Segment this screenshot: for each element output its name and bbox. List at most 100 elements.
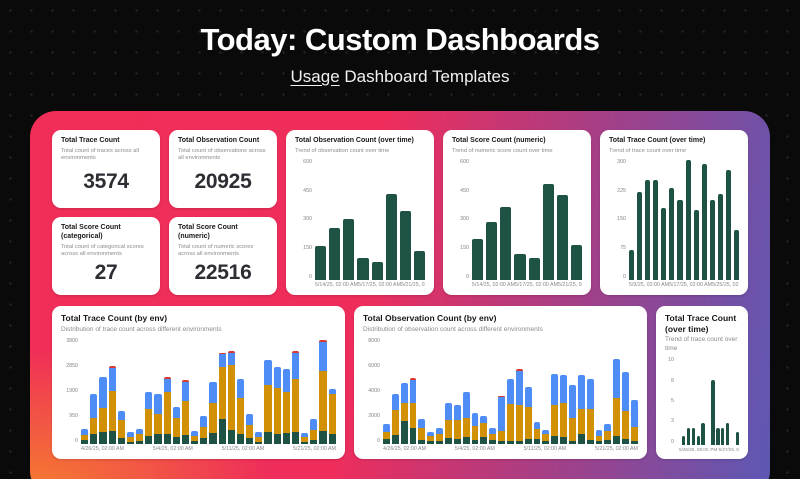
x-tick: 4/26/25, 02:00 AM [383, 446, 426, 452]
bar [462, 339, 470, 444]
bar-segment [200, 415, 208, 427]
bar [661, 160, 667, 280]
stat-value: 27 [94, 261, 118, 285]
bar [445, 339, 452, 444]
card-title: Total Trace Count [61, 137, 120, 144]
chart-card-obs-over-time: Total Observation Count (over time) Tren… [286, 130, 434, 295]
bar-segment [81, 434, 89, 440]
bar-segment [163, 378, 171, 392]
bar-segment [721, 427, 725, 445]
bar-segment [462, 391, 470, 418]
bar-segment [498, 441, 506, 444]
bar-segment [560, 437, 568, 444]
bar-segment [515, 440, 523, 444]
bar-segment [577, 408, 585, 435]
bar [400, 339, 408, 444]
bar [681, 358, 686, 445]
bar [570, 160, 582, 280]
bar [409, 339, 417, 444]
bar [108, 339, 116, 444]
bar-segment [154, 434, 162, 444]
x-axis: 5/14/25, 02:00 AM 5/17/25, 02:00 AM 5/21/2… [295, 282, 425, 288]
y-tick: 10 [668, 357, 674, 364]
x-tick: 5/17/25, 02:00 AM [358, 282, 401, 288]
bar-segment [533, 439, 541, 444]
bar-segment [472, 239, 484, 280]
bar-segment [716, 427, 720, 445]
bar-segment [604, 430, 612, 441]
bar-segment [209, 381, 217, 403]
bar-segment [391, 434, 399, 444]
bar-segment [383, 439, 390, 444]
bar [613, 339, 621, 444]
bar-segment [236, 398, 245, 435]
bar-segment [255, 441, 263, 444]
bar-segment [181, 435, 190, 444]
bar [560, 339, 568, 444]
bar-segment [90, 434, 98, 444]
y-axis: 8000 6000 4000 2000 0 [363, 338, 383, 444]
card-subtitle: Distribution of observation count across… [363, 325, 543, 333]
bar-segment [489, 428, 497, 434]
bar-segment [371, 262, 383, 280]
bar-segment [315, 246, 327, 280]
chart-body: 600 450 300 150 0 [452, 159, 582, 280]
bar-segment [418, 428, 426, 441]
bar-segment [524, 406, 532, 439]
bar [498, 339, 506, 444]
y-tick: 0 [466, 273, 469, 280]
bar-segment [136, 440, 144, 444]
bar-segment [498, 430, 506, 442]
bar [685, 160, 691, 280]
stat-value: 3574 [83, 169, 129, 193]
bar-segment [200, 426, 208, 439]
y-tick: 450 [460, 187, 469, 194]
bar-segment [227, 365, 235, 431]
bottom-grid: Total Trace Count (by env) Distribution … [52, 306, 748, 459]
plot-area [383, 339, 638, 444]
bar-segment [236, 379, 245, 399]
bar [200, 339, 208, 444]
bar-segment [445, 420, 452, 439]
bar [191, 339, 199, 444]
bar-segment [163, 391, 171, 434]
bar [669, 160, 675, 280]
x-axis: 5/26/25, 08:00 PM 5/27/25, 0 [665, 447, 739, 452]
bar-segment [515, 369, 523, 371]
usage-link[interactable]: Usage [290, 67, 340, 86]
bar-segment [528, 258, 540, 280]
bar [273, 339, 281, 444]
bar-segment [551, 404, 559, 437]
chart-body: 600 450 300 150 0 [295, 159, 425, 280]
y-tick: 300 [617, 159, 626, 166]
bar [706, 358, 709, 445]
bar-segment [99, 377, 107, 409]
y-tick: 600 [460, 159, 469, 166]
bar [631, 339, 638, 444]
bar-segment [453, 439, 461, 444]
y-tick: 0 [671, 438, 674, 445]
bar-segment [301, 441, 309, 444]
bar-segment [172, 417, 180, 438]
bar [218, 339, 226, 444]
bar [291, 339, 300, 444]
plot-area [677, 358, 740, 445]
bar-segment [462, 437, 470, 444]
bar-segment [486, 222, 498, 280]
bar-segment [409, 378, 417, 380]
bar-segment [542, 434, 550, 441]
y-tick: 300 [460, 216, 469, 223]
bar [385, 160, 397, 280]
bar-segment [577, 434, 585, 444]
chart-card-trace-over-time-small: Total Trace Count (over time) Trend of t… [656, 306, 748, 459]
card-subtitle: Total count of observations across all e… [178, 147, 266, 162]
bar-segment [480, 423, 488, 438]
bar-segment [264, 359, 272, 385]
bar-segment [542, 440, 550, 444]
bar [453, 339, 461, 444]
bar-segment [560, 403, 568, 438]
bar-segment [117, 437, 125, 444]
bar-segment [163, 376, 171, 379]
bar-segment [310, 439, 318, 444]
bar-segment [126, 441, 135, 444]
